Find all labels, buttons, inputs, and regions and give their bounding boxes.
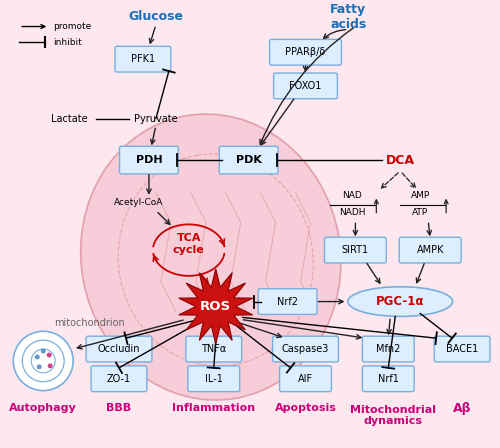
Text: AIF: AIF [298,374,313,384]
Text: Autophagy: Autophagy [10,404,77,414]
Text: Fatty
acids: Fatty acids [330,3,366,30]
FancyBboxPatch shape [434,336,490,362]
Text: PFK1: PFK1 [131,54,155,64]
Text: Apoptosis: Apoptosis [274,404,336,414]
Text: DCA: DCA [386,154,415,167]
FancyBboxPatch shape [274,73,338,99]
Text: TNFα: TNFα [201,344,226,354]
Circle shape [34,354,40,359]
Text: ZO-1: ZO-1 [107,374,131,384]
Circle shape [40,349,46,353]
FancyBboxPatch shape [219,146,278,174]
FancyBboxPatch shape [272,336,338,362]
FancyBboxPatch shape [86,336,152,362]
FancyBboxPatch shape [258,289,317,314]
Text: SIRT1: SIRT1 [342,245,369,255]
Text: ATP: ATP [412,208,428,217]
Text: AMP: AMP [410,191,430,200]
Circle shape [14,331,73,391]
Text: mitochondrion: mitochondrion [54,319,125,328]
Ellipse shape [348,287,453,316]
Text: Caspase3: Caspase3 [282,344,329,354]
Text: Mfn2: Mfn2 [376,344,400,354]
Circle shape [46,353,52,358]
Text: BBB: BBB [106,404,132,414]
Text: PGC-1α: PGC-1α [376,295,424,308]
Text: BACE1: BACE1 [446,344,478,354]
Text: Inflammation: Inflammation [172,404,256,414]
Text: PDH: PDH [136,155,162,165]
FancyBboxPatch shape [120,146,178,174]
Text: NADH: NADH [339,208,365,217]
Ellipse shape [80,114,341,400]
Text: Occludin: Occludin [98,344,140,354]
Text: AMPK: AMPK [416,245,444,255]
FancyBboxPatch shape [270,39,342,65]
Circle shape [36,364,42,369]
FancyBboxPatch shape [324,237,386,263]
Text: Lactate: Lactate [51,113,88,124]
FancyBboxPatch shape [362,366,414,392]
Text: Pyruvate: Pyruvate [134,113,178,124]
Text: TCA
cycle: TCA cycle [173,233,204,255]
Text: Nrf2: Nrf2 [277,297,298,306]
FancyBboxPatch shape [400,237,461,263]
Text: ROS: ROS [200,300,232,313]
Text: Glucose: Glucose [128,10,184,23]
FancyBboxPatch shape [362,336,414,362]
Text: promote: promote [53,22,92,31]
Text: Acetyl-CoA: Acetyl-CoA [114,198,164,207]
Text: Nrf1: Nrf1 [378,374,398,384]
Polygon shape [179,269,252,344]
Text: NAD: NAD [342,191,362,200]
Text: Mitochondrial
dynamics: Mitochondrial dynamics [350,405,436,426]
Text: Aβ: Aβ [453,402,471,415]
FancyBboxPatch shape [115,46,171,72]
Text: PPARβ/δ: PPARβ/δ [286,47,326,57]
FancyBboxPatch shape [280,366,332,392]
Text: FOXO1: FOXO1 [290,81,322,91]
Text: inhibit: inhibit [53,38,82,47]
FancyBboxPatch shape [188,366,240,392]
Circle shape [48,363,52,368]
FancyBboxPatch shape [91,366,147,392]
Text: IL-1: IL-1 [205,374,222,384]
Text: PDK: PDK [236,155,262,165]
FancyBboxPatch shape [186,336,242,362]
